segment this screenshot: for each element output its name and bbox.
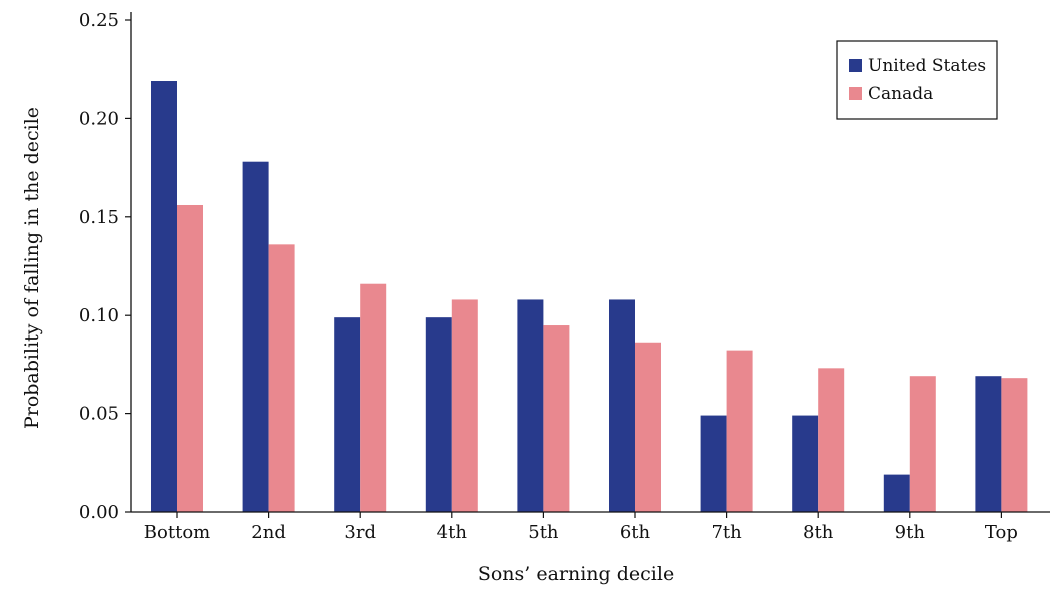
y-tick-label: 0.15 [79, 207, 119, 228]
bar-united-states-2nd [242, 161, 269, 513]
x-tick-label: 6th [620, 522, 651, 543]
x-tick-label: 9th [895, 522, 926, 543]
bar-united-states-5th [517, 299, 544, 512]
legend: United States Canada [836, 40, 998, 120]
x-tick-label: Top [985, 522, 1018, 543]
bar-united-states-6th [609, 299, 635, 512]
x-tick-label: 4th [437, 522, 468, 543]
bar-united-states-9th [883, 474, 910, 512]
bar-united-states-bottom [151, 81, 177, 513]
y-tick-label: 0.25 [79, 10, 119, 31]
bar-canada-4th [451, 299, 478, 512]
bar-canada-7th [726, 350, 753, 512]
bar-united-states-3rd [334, 317, 361, 512]
legend-swatch-canada [849, 87, 862, 100]
axes-layer: 0.00 0.05 0.10 0.15 0.20 0.25 Bottom 2nd 3rd 4th 5… [79, 10, 1050, 543]
x-tick-label: 5th [528, 522, 559, 543]
legend-box [836, 40, 998, 120]
bar-united-states-8th [792, 415, 819, 512]
bar-canada-3rd [360, 283, 387, 512]
bar-canada-bottom [177, 204, 203, 512]
bar-canada-top [1001, 378, 1028, 512]
x-tick-label: 3rd [344, 522, 376, 543]
y-axis-title: Probability of falling in the decile [21, 107, 43, 429]
bar-canada-9th [909, 376, 936, 512]
bar-united-states-7th [700, 415, 727, 512]
y-tick-label: 0.10 [79, 305, 119, 326]
bar-canada-6th [635, 342, 661, 512]
bar-canada-8th [818, 368, 845, 512]
bar-canada-2nd [268, 244, 295, 513]
bar-canada-5th [543, 325, 570, 512]
bar-united-states-4th [425, 317, 452, 512]
legend-label-canada: Canada [868, 84, 933, 104]
x-tick-label: 2nd [251, 522, 286, 543]
x-tick-label: 7th [711, 522, 742, 543]
y-tick-label: 0.00 [79, 502, 119, 523]
y-tick-label: 0.05 [79, 404, 119, 425]
legend-swatch-united-states [849, 59, 862, 72]
bar-united-states-top [975, 376, 1002, 512]
legend-label-united-states: United States [868, 56, 986, 76]
x-axis-title: Sons’ earning decile [478, 563, 674, 585]
y-tick-label: 0.20 [79, 108, 119, 129]
x-tick-label: 8th [803, 522, 834, 543]
x-tick-label: Bottom [144, 522, 210, 543]
bars-layer [151, 81, 1028, 513]
